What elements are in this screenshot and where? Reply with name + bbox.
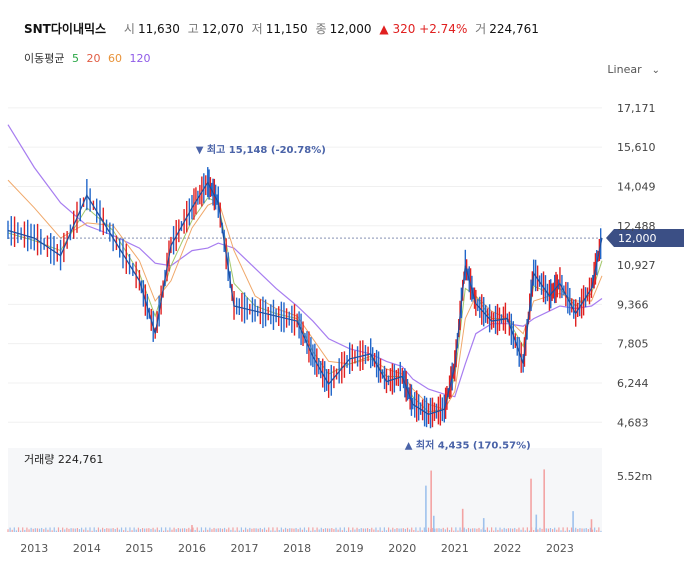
change-value: ▲ 320 +2.74% bbox=[379, 22, 468, 36]
price-tick-label: 7,805 bbox=[617, 338, 649, 351]
ma-legend-120: 120 bbox=[129, 52, 151, 65]
price-tick-label: 6,244 bbox=[617, 377, 649, 390]
ma-legend-60: 60 bbox=[107, 52, 122, 65]
open-value: 11,630 bbox=[137, 22, 180, 36]
high-annotation: ▼ 최고 15,148 (-20.78%) bbox=[196, 143, 326, 156]
low-label: 저 bbox=[251, 22, 263, 36]
low-value: 11,150 bbox=[265, 22, 308, 36]
close-value: 12,000 bbox=[329, 22, 372, 36]
year-tick-label: 2018 bbox=[283, 542, 311, 555]
year-tick-label: 2017 bbox=[231, 542, 259, 555]
year-tick-label: 2019 bbox=[336, 542, 364, 555]
volume-title: 거래량 224,761 bbox=[24, 453, 103, 466]
year-tick-label: 2013 bbox=[20, 542, 48, 555]
year-tick-label: 2021 bbox=[441, 542, 469, 555]
volume-max-label: 5.52m bbox=[617, 470, 652, 483]
volume-panel: 거래량 224,761 5.52m bbox=[7, 453, 652, 532]
stock-name: SNT다이내믹스 bbox=[24, 22, 107, 36]
ma120-line bbox=[7, 124, 603, 398]
scale-label: Linear bbox=[607, 63, 642, 76]
chevron-down-icon: ⌄ bbox=[651, 65, 660, 76]
close-label: 종 bbox=[315, 22, 327, 36]
ma-legend-title: 이동평균 bbox=[24, 52, 65, 65]
price-tick-label: 12,488 bbox=[617, 220, 656, 233]
moving-average-legend: 이동평균 5 20 60 120 bbox=[24, 50, 154, 66]
year-tick-label: 2015 bbox=[125, 542, 153, 555]
year-tick-label: 2022 bbox=[493, 542, 521, 555]
grid-lines bbox=[8, 107, 602, 532]
ma-legend-20: 20 bbox=[86, 52, 101, 65]
year-tick-label: 2023 bbox=[546, 542, 574, 555]
year-tick-label: 2016 bbox=[178, 542, 206, 555]
price-tick-label: 9,366 bbox=[617, 298, 649, 311]
year-tick-label: 2020 bbox=[388, 542, 416, 555]
volume-label: 거 bbox=[475, 22, 487, 36]
price-series: 12,000 bbox=[7, 124, 684, 429]
close-line bbox=[7, 181, 603, 415]
quote-header: SNT다이내믹스 시 11,630 고 12,070 저 11,150 종 12,000… bbox=[24, 20, 539, 37]
annotations: ▼ 최고 15,148 (-20.78%) ▲ 최저 4,435 (170.57%… bbox=[196, 143, 531, 452]
volume-background bbox=[8, 448, 602, 532]
current-price-label: 12,000 bbox=[618, 232, 657, 245]
price-tick-label: 14,049 bbox=[617, 180, 656, 193]
year-tick-label: 2014 bbox=[73, 542, 101, 555]
current-price-tag bbox=[606, 229, 684, 248]
price-tick-label: 15,610 bbox=[617, 141, 656, 154]
time-axis: 2013 2014 2015 2016 2017 2018 2019 2020 2021 2022… bbox=[20, 542, 574, 555]
price-tick-label: 4,683 bbox=[617, 416, 649, 429]
volume-value: 224,761 bbox=[489, 22, 539, 36]
ma-legend-5: 5 bbox=[71, 52, 79, 65]
price-tick-label: 10,927 bbox=[617, 259, 656, 272]
low-annotation: ▲ 최저 4,435 (170.57%) bbox=[405, 439, 531, 452]
price-tick-label: 17,171 bbox=[617, 102, 656, 115]
open-label: 시 bbox=[123, 22, 135, 36]
price-axis: 17,171 15,610 14,049 12,488 10,927 9,366 7,805… bbox=[617, 102, 656, 429]
scale-toggle-button[interactable]: Linear ⌄ bbox=[607, 63, 660, 76]
high-label: 고 bbox=[187, 22, 199, 36]
high-value: 12,070 bbox=[201, 22, 244, 36]
